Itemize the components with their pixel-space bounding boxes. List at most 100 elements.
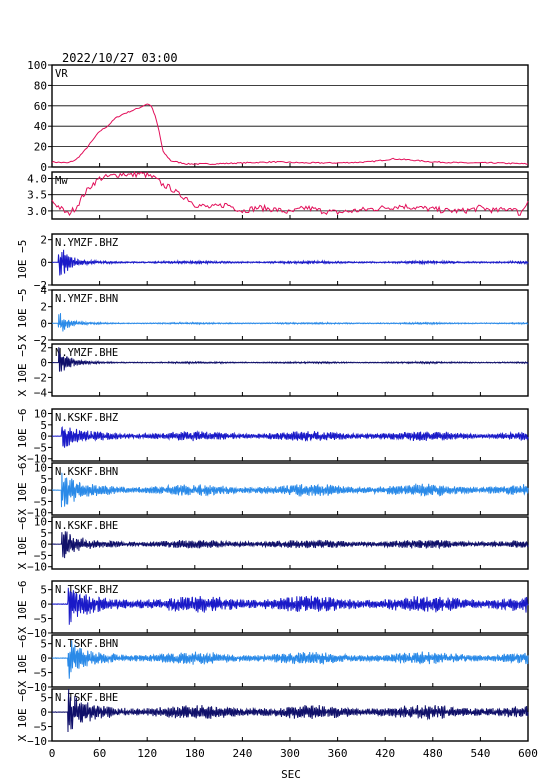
y-tick-label: 10 bbox=[34, 516, 47, 529]
y-tick-label: −5 bbox=[34, 441, 47, 454]
panel-3: 4 2 0 −2 N.YMZF.BHN X 10E −5 bbox=[16, 284, 529, 347]
y-tick-label: 4.0 bbox=[27, 172, 47, 185]
y-tick-label: −10 bbox=[27, 681, 47, 694]
y-axis-label: 10E −5 bbox=[16, 240, 29, 280]
x-tick-label: 600 bbox=[518, 747, 538, 760]
panel-8: 50 −5−10 N.TSKF.BHZ X 10E −6 bbox=[16, 580, 529, 640]
panel-10: 50 −5−10 N.TSKF.BHE X 10E −6 bbox=[16, 688, 529, 748]
y-tick-label: 0 bbox=[40, 161, 47, 174]
y-axis-label: X 10E −6 bbox=[16, 463, 29, 516]
x-axis-ticks: 0 60 120 180 240 300 360 420 480 540 600 bbox=[49, 747, 538, 760]
panel-9: 50 −5−10 N.TSKF.BHN X 10E −6 bbox=[16, 634, 529, 694]
y-tick-label: −2 bbox=[34, 371, 47, 384]
panel-label: Mw bbox=[55, 175, 68, 187]
panel-label: N.KSKF.BHE bbox=[55, 520, 118, 532]
y-tick-label: 10 bbox=[34, 408, 47, 421]
y-tick-label: −2 bbox=[34, 334, 47, 347]
x-tick-label: 480 bbox=[423, 747, 443, 760]
panel-label: N.KSKF.BHZ bbox=[55, 412, 118, 424]
y-tick-label: 2 bbox=[40, 234, 47, 247]
y-tick-label: 80 bbox=[34, 79, 47, 92]
y-tick-label: −10 bbox=[27, 735, 47, 748]
panel-label: N.YMZF.BHN bbox=[55, 293, 118, 305]
y-tick-label: 3.5 bbox=[27, 189, 47, 202]
y-tick-label: −5 bbox=[34, 495, 47, 508]
x-tick-label: 540 bbox=[470, 747, 490, 760]
y-tick-label: −10 bbox=[27, 453, 47, 466]
y-axis-label: X 10E −5 bbox=[16, 344, 29, 397]
y-tick-label: 2 bbox=[40, 301, 47, 314]
panel-label: N.TSKF.BHZ bbox=[55, 584, 118, 596]
panel-1: 4.0 3.5 3.0 Mw bbox=[27, 170, 529, 220]
x-tick-label: 60 bbox=[93, 747, 106, 760]
y-tick-label: −2 bbox=[34, 279, 47, 292]
y-tick-label: 5 bbox=[40, 419, 47, 432]
y-tick-label: 0 bbox=[40, 484, 47, 497]
y-tick-label: −5 bbox=[34, 721, 47, 734]
y-tick-label: −5 bbox=[34, 613, 47, 626]
series-line bbox=[52, 531, 529, 559]
x-tick-label: 180 bbox=[185, 747, 205, 760]
panel-frame bbox=[51, 233, 529, 286]
panel-frame bbox=[51, 343, 529, 397]
panel-label: VR bbox=[55, 68, 68, 80]
y-tick-label: −5 bbox=[34, 667, 47, 680]
y-tick-label: 0 bbox=[40, 598, 47, 611]
y-tick-label: 5 bbox=[40, 584, 47, 597]
series-line bbox=[51, 249, 529, 276]
y-tick-label: 40 bbox=[34, 120, 47, 133]
y-tick-label: 0 bbox=[40, 317, 47, 330]
series-line bbox=[51, 688, 529, 733]
y-tick-label: 100 bbox=[27, 59, 47, 72]
x-tick-label: 120 bbox=[137, 747, 157, 760]
y-tick-label: 5 bbox=[40, 473, 47, 486]
series-line bbox=[51, 426, 529, 448]
y-tick-label: 5 bbox=[40, 638, 47, 651]
y-axis-label: X 10E −6 bbox=[16, 581, 29, 634]
y-tick-label: −10 bbox=[27, 627, 47, 640]
y-tick-label: 60 bbox=[34, 100, 47, 113]
panel-label: N.YMZF.BHZ bbox=[55, 237, 118, 249]
x-axis-label: SEC bbox=[281, 768, 301, 781]
y-tick-label: 0 bbox=[40, 652, 47, 665]
x-tick-label: 360 bbox=[328, 747, 348, 760]
x-tick-label: 0 bbox=[49, 747, 56, 760]
y-tick-label: 0 bbox=[40, 256, 47, 269]
panel-2: 2 0 −2 N.YMZF.BHZ 10E −5 bbox=[16, 233, 529, 292]
y-tick-label: 4 bbox=[40, 284, 47, 297]
y-axis-label: X 10E −6 bbox=[16, 689, 29, 742]
y-tick-label: −5 bbox=[34, 549, 47, 562]
y-tick-label: 3.0 bbox=[27, 205, 47, 218]
panel-label: N.YMZF.BHE bbox=[55, 347, 118, 359]
panel-label: N.TSKF.BHE bbox=[55, 692, 118, 704]
y-tick-label: 5 bbox=[40, 527, 47, 540]
x-tick-label: 240 bbox=[232, 747, 252, 760]
series-line bbox=[51, 587, 529, 625]
x-tick-label: 420 bbox=[375, 747, 395, 760]
x-tick-label: 300 bbox=[280, 747, 300, 760]
panel-4: 2 0−2 −4 N.YMZF.BHE X 10E −5 bbox=[16, 342, 529, 399]
y-tick-label: −10 bbox=[27, 507, 47, 520]
panel-0: 100 80 60 40 20 0 VR bbox=[27, 59, 529, 174]
chart-title: 2022/10/27 03:00 bbox=[62, 51, 178, 65]
panel-frame bbox=[51, 289, 529, 341]
y-tick-label: 20 bbox=[34, 141, 47, 154]
y-axis-label: X 10E −5 bbox=[16, 289, 29, 342]
y-tick-label: 0 bbox=[40, 706, 47, 719]
panels-group: 100806040200VR4.03.53.0Mw20−2N.YMZF.BHZ1… bbox=[16, 59, 529, 748]
y-axis-label: X 10E −6 bbox=[16, 635, 29, 688]
panel-frame bbox=[51, 64, 529, 168]
y-tick-label: 0 bbox=[40, 430, 47, 443]
y-tick-label: 0 bbox=[40, 357, 47, 370]
series-line bbox=[52, 347, 529, 372]
y-tick-label: −4 bbox=[34, 386, 48, 399]
y-tick-label: 2 bbox=[40, 342, 47, 355]
y-axis-label: X 10E −6 bbox=[16, 517, 29, 570]
panel-label: N.KSKF.BHN bbox=[55, 466, 118, 478]
y-tick-label: 10 bbox=[34, 462, 47, 475]
series-line bbox=[52, 313, 529, 332]
series-line bbox=[51, 170, 529, 217]
